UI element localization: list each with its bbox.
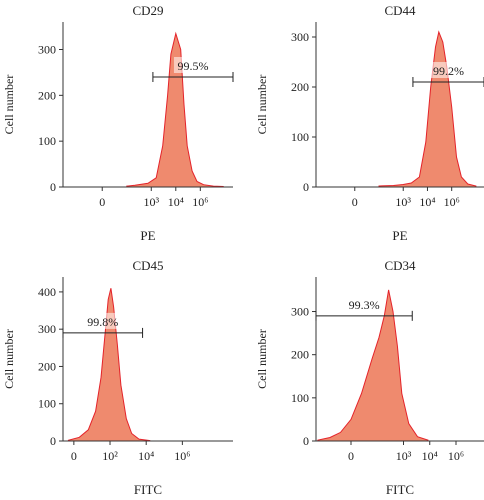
x-tick-label: 10³ [395, 195, 411, 209]
panel-cd29: CD29 0 100 200 300 0 10³ 10⁴ 10⁶ Cell number PE 99.… [2, 3, 234, 243]
panel-cd44: CD44 0 100 200 300 0 10³ 10⁴ 10⁶ Cell number PE 99.… [255, 3, 484, 243]
y-axis-label: Cell number [2, 75, 16, 135]
gate-percentage-label: 99.2% [433, 64, 464, 78]
y-axis-label: Cell number [2, 329, 16, 389]
y-tick-label: 100 [291, 130, 309, 144]
y-tick-label: 300 [38, 322, 56, 336]
x-tick-label: 10⁶ [444, 195, 460, 209]
x-tick-label: 10⁴ [419, 195, 435, 209]
y-tick-label: 200 [38, 359, 56, 373]
panel-cd34: CD34 0 100 200 300 0 10³ 10⁴ 10⁶ Cell number FITC 9… [255, 258, 484, 497]
gate-label-background [83, 312, 122, 329]
y-tick-label: 0 [50, 434, 56, 448]
x-tick-label: 10⁴ [168, 195, 184, 209]
x-tick-label: 0 [348, 449, 354, 463]
x-tick-label: 10² [102, 449, 118, 463]
y-tick-label: 200 [291, 348, 309, 362]
y-tick-label: 0 [303, 180, 309, 194]
panel-cd45: CD45 0 100 200 300 400 0 10² 10⁴ 10⁶ Cell number FI… [2, 258, 233, 497]
x-tick-label: 10³ [143, 195, 159, 209]
gate-percentage-label: 99.3% [349, 298, 380, 312]
x-tick-label: 0 [352, 195, 358, 209]
y-tick-label: 100 [38, 134, 56, 148]
histogram-series [317, 289, 429, 442]
panel-title: CD45 [132, 258, 163, 273]
y-tick-label: 300 [291, 30, 309, 44]
y-tick-label: 200 [291, 80, 309, 94]
y-tick-label: 100 [291, 391, 309, 405]
panel-title: CD44 [384, 3, 416, 18]
histogram-series [126, 31, 224, 188]
y-tick-label: 0 [303, 434, 309, 448]
x-tick-label: 0 [99, 195, 105, 209]
x-axis-label: FITC [134, 482, 162, 497]
x-tick-label: 10⁴ [138, 449, 154, 463]
y-tick-label: 300 [291, 305, 309, 319]
x-axis-label: PE [392, 228, 407, 243]
x-tick-label: 10³ [396, 449, 412, 463]
y-tick-label: 100 [38, 397, 56, 411]
gate-percentage-label: 99.5% [177, 59, 208, 73]
x-tick-label: 10⁴ [422, 449, 438, 463]
x-axis-label: PE [140, 228, 155, 243]
gate-label-background [345, 295, 384, 312]
gate-label-background [173, 57, 212, 73]
gate-label-background [429, 62, 468, 78]
panel-title: CD34 [384, 258, 416, 273]
y-tick-label: 0 [50, 180, 56, 194]
y-tick-label: 200 [38, 88, 56, 102]
histogram-series [67, 288, 151, 442]
x-tick-label: 0 [71, 449, 77, 463]
y-axis-label: Cell number [255, 75, 269, 135]
histogram-series [378, 30, 477, 188]
y-axis-label: Cell number [255, 329, 269, 389]
x-tick-label: 10⁶ [448, 449, 464, 463]
panel-title: CD29 [132, 3, 163, 18]
y-tick-label: 300 [38, 43, 56, 57]
x-axis-label: FITC [386, 482, 414, 497]
gate-percentage-label: 99.8% [87, 315, 118, 329]
y-tick-label: 400 [38, 285, 56, 299]
x-tick-label: 10⁶ [192, 195, 208, 209]
x-tick-label: 10⁶ [174, 449, 190, 463]
